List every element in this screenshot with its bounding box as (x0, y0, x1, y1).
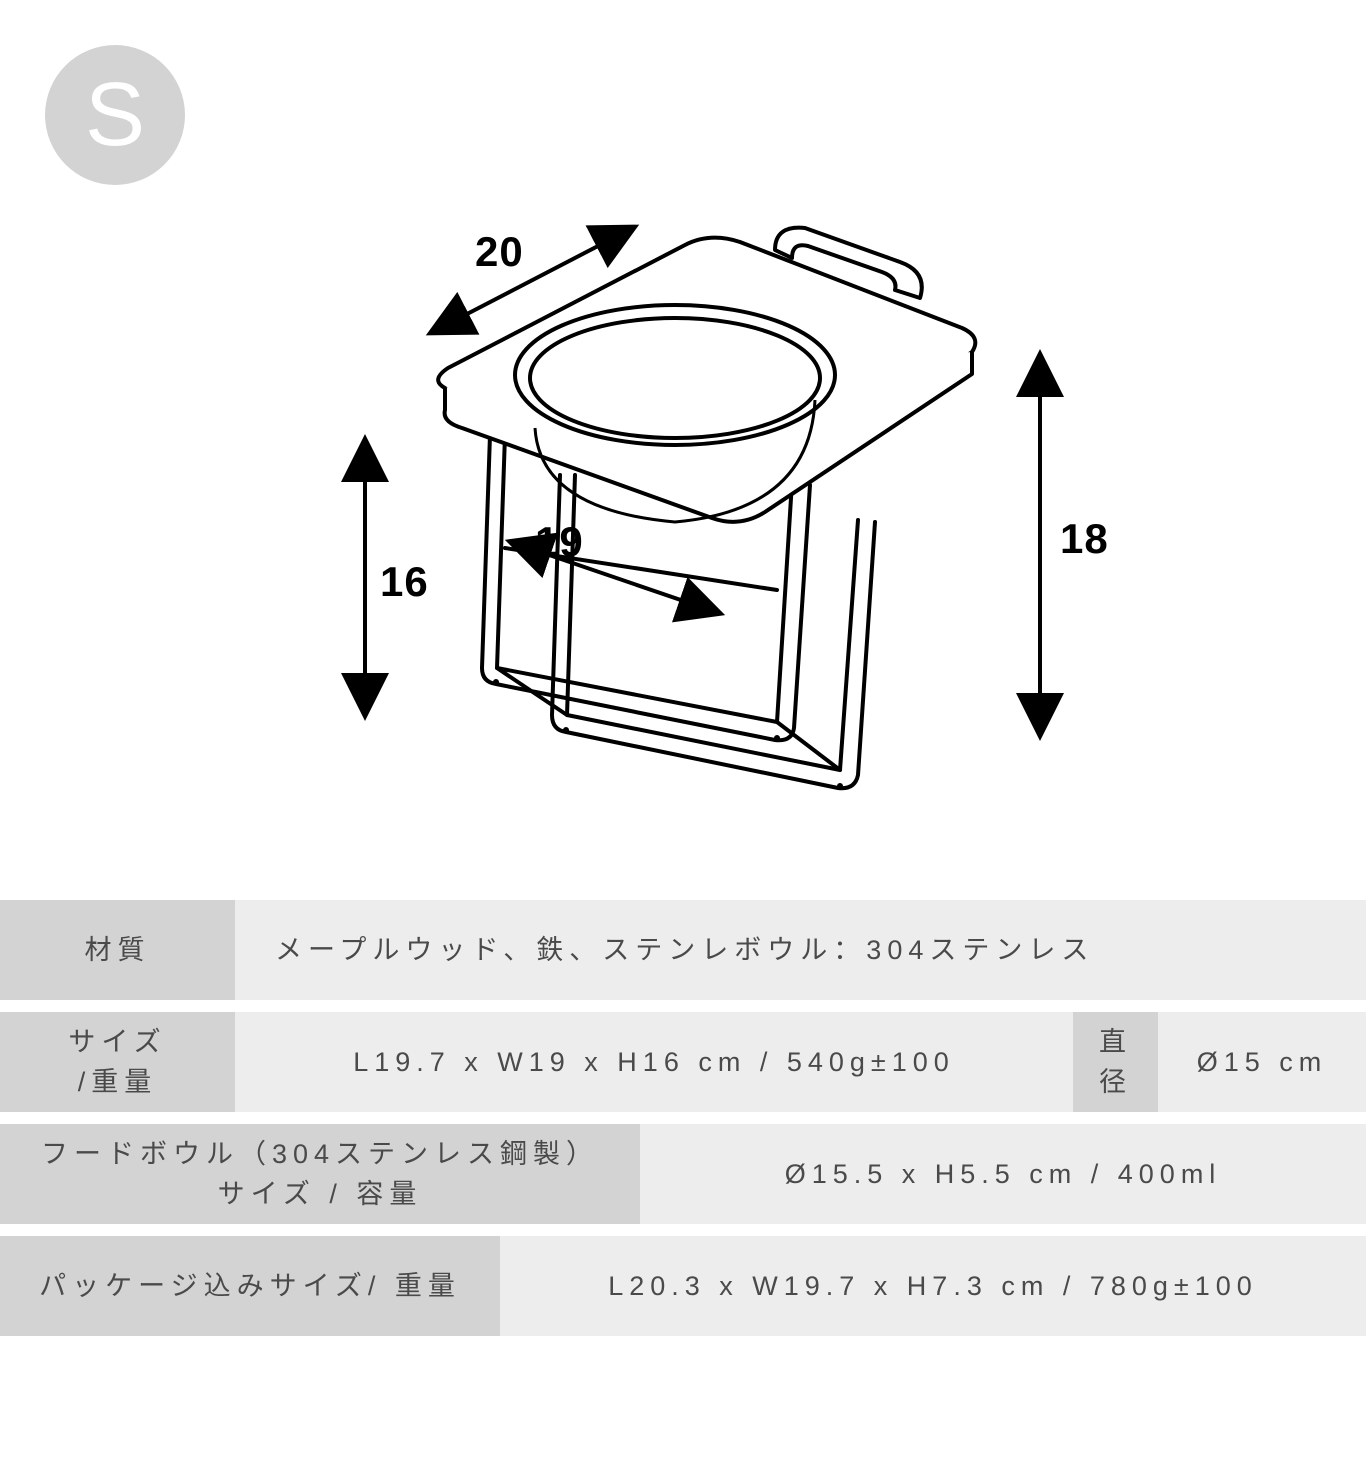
spec-cell: 材質 (0, 900, 235, 1000)
spec-row: パッケージ込みサイズ/ 重量L20.3 x W19.7 x H7.3 cm / … (0, 1236, 1366, 1336)
dim-depth: 20 (475, 228, 524, 276)
dim-width: 19 (535, 518, 584, 566)
spec-table: 材質メープルウッド、鉄、ステンレボウル：304ステンレスサイズ/重量L19.7 … (0, 900, 1366, 1348)
size-badge: S (45, 45, 185, 185)
spec-row: フードボウル（304ステンレス鋼製）サイズ / 容量Ø15.5 x H5.5 c… (0, 1124, 1366, 1224)
spec-cell: サイズ/重量 (0, 1012, 235, 1112)
spec-cell: L19.7 x W19 x H16 cm / 540g±100 (235, 1012, 1073, 1112)
spec-row: 材質メープルウッド、鉄、ステンレボウル：304ステンレス (0, 900, 1366, 1000)
spec-cell: パッケージ込みサイズ/ 重量 (0, 1236, 500, 1336)
product-diagram: 20 19 16 18 (280, 170, 1140, 850)
size-badge-label: S (85, 64, 145, 167)
spec-cell: メープルウッド、鉄、ステンレボウル：304ステンレス (235, 900, 1366, 1000)
dim-back-height: 18 (1060, 515, 1109, 563)
spec-cell: 直径 (1073, 1012, 1158, 1112)
dim-front-height: 16 (380, 558, 429, 606)
spec-row: サイズ/重量L19.7 x W19 x H16 cm / 540g±100直径Ø… (0, 1012, 1366, 1112)
spec-cell: Ø15.5 x H5.5 cm / 400ml (640, 1124, 1366, 1224)
spec-cell: Ø15 cm (1158, 1012, 1366, 1112)
spec-cell: L20.3 x W19.7 x H7.3 cm / 780g±100 (500, 1236, 1366, 1336)
spec-cell: フードボウル（304ステンレス鋼製）サイズ / 容量 (0, 1124, 640, 1224)
diagram-svg (280, 170, 1140, 850)
